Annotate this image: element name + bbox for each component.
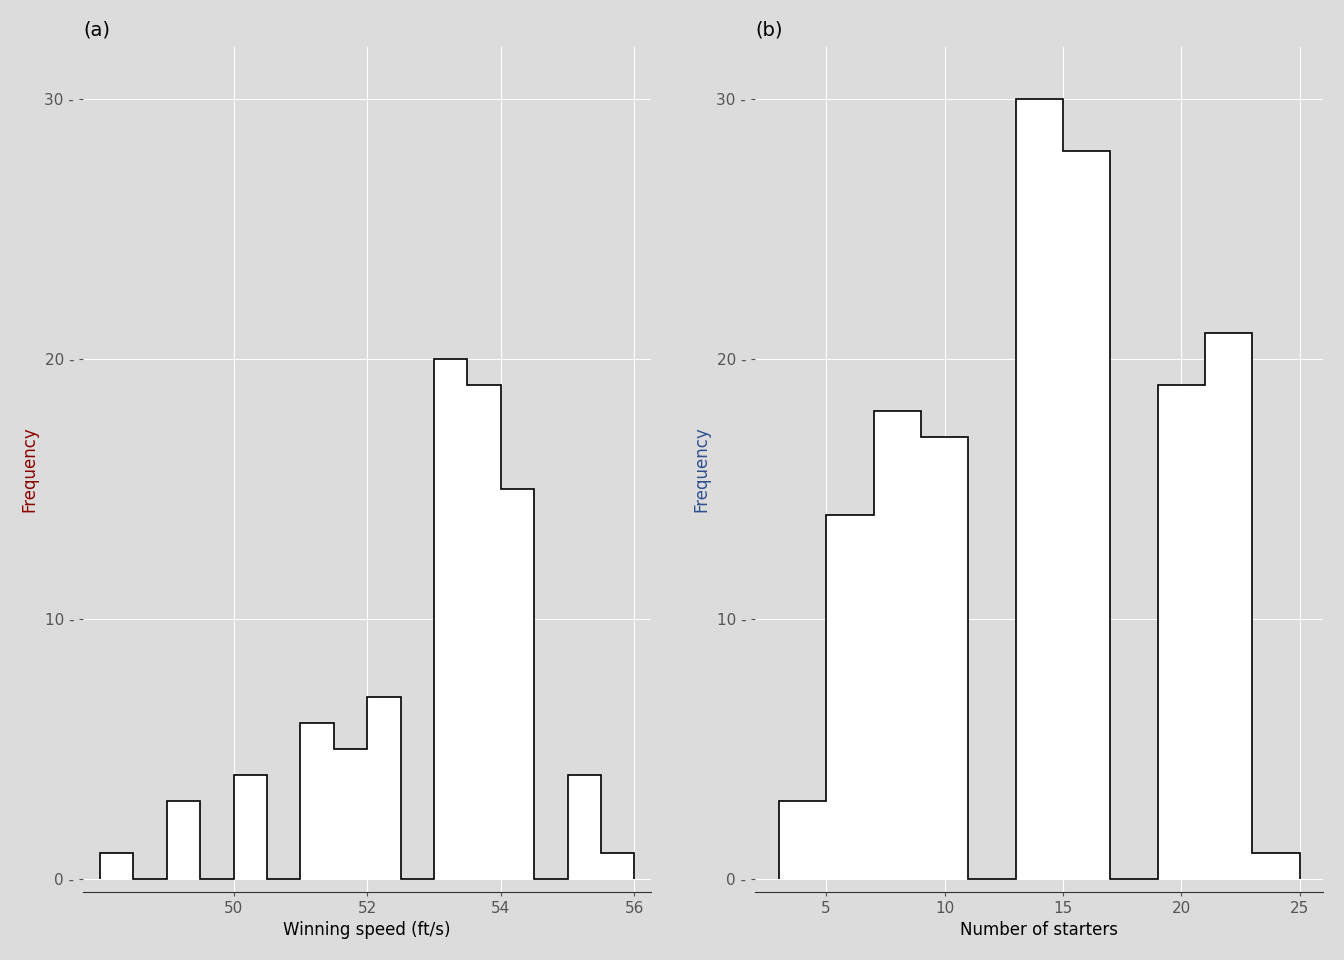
X-axis label: Number of starters: Number of starters xyxy=(960,922,1118,939)
Text: (a): (a) xyxy=(83,21,110,39)
Text: (b): (b) xyxy=(755,21,782,39)
Y-axis label: Frequency: Frequency xyxy=(22,426,39,512)
Y-axis label: Frequency: Frequency xyxy=(694,426,711,512)
X-axis label: Winning speed (ft/s): Winning speed (ft/s) xyxy=(284,922,452,939)
